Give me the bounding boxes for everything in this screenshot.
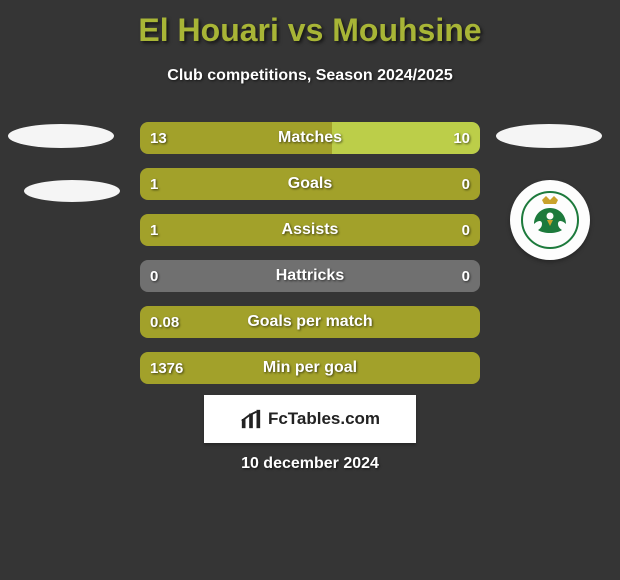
- stat-row: 10Assists: [140, 214, 480, 246]
- club-crest-icon: [520, 190, 580, 250]
- fctables-label: FcTables.com: [268, 409, 380, 429]
- stat-label: Goals per match: [140, 306, 480, 338]
- club-crest-right: [510, 180, 590, 260]
- infographic-date: 10 december 2024: [0, 455, 620, 473]
- subtitle: Club competitions, Season 2024/2025: [0, 67, 620, 85]
- stat-label: Goals: [140, 168, 480, 200]
- stat-row: 0.08Goals per match: [140, 306, 480, 338]
- page-title: El Houari vs Mouhsine: [0, 0, 620, 49]
- stat-row: 1376Min per goal: [140, 352, 480, 384]
- stat-row: 1310Matches: [140, 122, 480, 154]
- player-left-shadow-1: [8, 124, 114, 148]
- stat-label: Hattricks: [140, 260, 480, 292]
- player-right-shadow-1: [496, 124, 602, 148]
- stat-bars: 1310Matches 10Goals 10Assists 00Hattricks 0.…: [140, 122, 480, 398]
- player-left-shadow-2: [24, 180, 120, 202]
- fctables-logo-icon: [240, 408, 262, 430]
- stat-row: 00Hattricks: [140, 260, 480, 292]
- stat-row: 10Goals: [140, 168, 480, 200]
- fctables-badge: FcTables.com: [204, 395, 416, 443]
- stat-label: Assists: [140, 214, 480, 246]
- stat-label: Min per goal: [140, 352, 480, 384]
- stat-label: Matches: [140, 122, 480, 154]
